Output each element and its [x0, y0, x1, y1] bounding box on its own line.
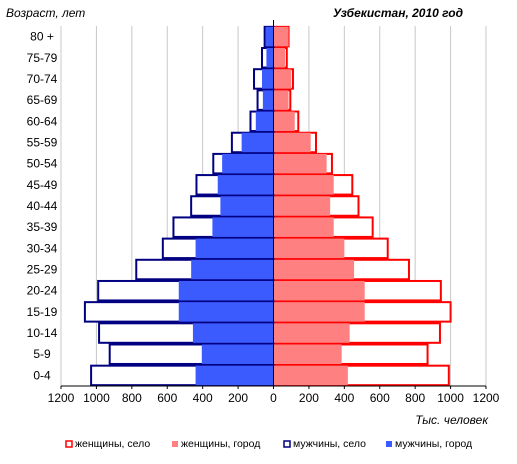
bar — [266, 48, 274, 68]
legend-swatch — [386, 441, 392, 447]
y-tick-label: 20-24 — [27, 284, 58, 298]
x-tick-label: 600 — [157, 391, 177, 405]
y-tick-label: 0-4 — [33, 368, 51, 382]
bar — [241, 132, 274, 153]
y-tick-label: 15-19 — [27, 305, 58, 319]
bar — [273, 280, 365, 301]
bar — [265, 26, 274, 47]
legend-label: мужчины, село — [293, 438, 366, 450]
y-tick-label: 55-59 — [27, 135, 58, 149]
y-tick-label: 45-49 — [27, 178, 58, 192]
y-tick-label: 65-69 — [27, 93, 58, 107]
bar — [212, 217, 274, 237]
bar — [195, 365, 274, 386]
bar — [178, 302, 274, 322]
bar — [255, 111, 274, 132]
bar — [273, 69, 292, 89]
bar — [192, 323, 274, 343]
bar — [273, 344, 342, 364]
bar — [273, 259, 355, 280]
bar — [273, 153, 327, 174]
y-tick-label: 25-29 — [27, 263, 58, 277]
legend-label: мужчины, город — [395, 438, 472, 450]
y-tick-label: 40-44 — [27, 199, 58, 213]
y-tick-label: 10-14 — [27, 326, 58, 340]
bars — [83, 25, 452, 387]
bar — [217, 175, 274, 195]
bar — [273, 323, 350, 343]
legend-swatch — [172, 441, 178, 447]
y-tick-label: 30-34 — [27, 241, 58, 255]
bar — [273, 238, 345, 259]
x-tick-label: 400 — [193, 391, 213, 405]
bar — [273, 132, 311, 153]
bar — [195, 238, 274, 259]
x-tick-label: 1000 — [437, 391, 464, 405]
x-tick-label: 1000 — [83, 391, 110, 405]
y-axis-title: Возраст, лет — [6, 6, 85, 20]
y-tick-label: 50-54 — [27, 157, 58, 171]
y-tick-label: 80 + — [30, 30, 54, 44]
bar — [191, 259, 274, 280]
y-tick-label: 70-74 — [27, 72, 58, 86]
x-tick-label: 0 — [270, 391, 277, 405]
legend-label: женщины, город — [181, 438, 260, 450]
bar — [273, 48, 286, 68]
bar — [273, 217, 334, 237]
x-tick-label: 1200 — [48, 391, 75, 405]
x-tick-label: 800 — [405, 391, 425, 405]
x-tick-label: 1200 — [473, 391, 500, 405]
bar — [273, 111, 295, 132]
legend-swatch — [283, 440, 291, 448]
bar — [222, 153, 274, 174]
bar — [273, 175, 334, 195]
y-tick-label: 5-9 — [33, 347, 51, 361]
bar — [261, 69, 274, 89]
bar — [220, 196, 274, 216]
chart-title: Узбекистан, 2010 год — [333, 6, 463, 20]
bar — [273, 365, 348, 386]
bar — [262, 90, 274, 110]
x-tick-label: 400 — [334, 391, 354, 405]
x-tick-label: 600 — [370, 391, 390, 405]
x-tick-label: 200 — [299, 391, 319, 405]
legend-label: женщины, село — [75, 438, 150, 450]
legend-swatch — [65, 440, 73, 448]
y-tick-label: 60-64 — [27, 114, 58, 128]
x-axis-title: Тыс. человек — [415, 413, 489, 427]
axes: 1200 1000 800 600 400 200 0 200 400 600 800 1000 120… — [27, 20, 500, 405]
bar — [178, 280, 274, 301]
bar — [273, 26, 289, 47]
bar — [273, 90, 289, 110]
x-tick-label: 800 — [122, 391, 142, 405]
legend: женщины, село женщины, город мужчины, село… — [65, 438, 472, 450]
bar — [201, 344, 274, 364]
x-tick-label: 200 — [228, 391, 248, 405]
y-tick-label: 75-79 — [27, 51, 58, 65]
y-tick-label: 35-39 — [27, 220, 58, 234]
bar — [273, 196, 331, 216]
bar — [273, 302, 365, 322]
